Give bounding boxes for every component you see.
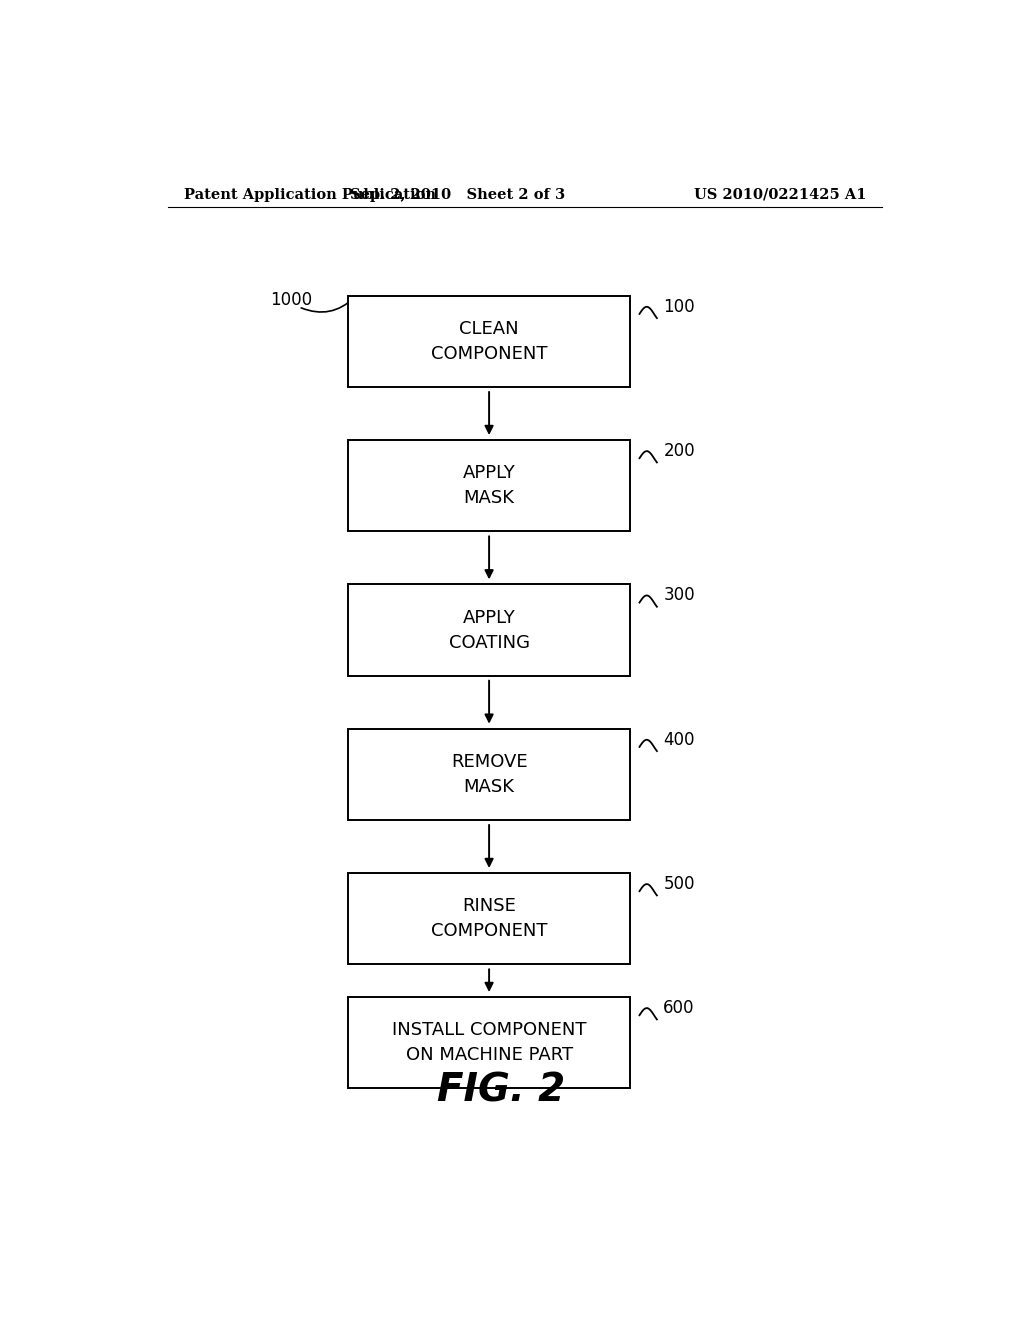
Text: INSTALL COMPONENT
ON MACHINE PART: INSTALL COMPONENT ON MACHINE PART [392,1022,587,1064]
FancyBboxPatch shape [348,440,630,532]
Text: APPLY
COATING: APPLY COATING [449,609,529,652]
Text: Sep. 2, 2010   Sheet 2 of 3: Sep. 2, 2010 Sheet 2 of 3 [350,187,565,202]
Text: US 2010/0221425 A1: US 2010/0221425 A1 [693,187,866,202]
Text: REMOVE
MASK: REMOVE MASK [451,752,527,796]
Text: FIG. 2: FIG. 2 [437,1072,565,1109]
Text: 500: 500 [664,875,694,894]
Text: 100: 100 [664,298,695,315]
Text: 200: 200 [664,442,695,461]
Text: 600: 600 [664,999,694,1018]
FancyBboxPatch shape [348,729,630,820]
FancyBboxPatch shape [348,296,630,387]
FancyBboxPatch shape [348,585,630,676]
Text: RINSE
COMPONENT: RINSE COMPONENT [431,898,548,940]
Text: APPLY
MASK: APPLY MASK [463,465,515,507]
FancyBboxPatch shape [348,997,630,1089]
Text: CLEAN
COMPONENT: CLEAN COMPONENT [431,319,548,363]
Text: 400: 400 [664,731,694,748]
Text: 1000: 1000 [269,290,311,309]
FancyBboxPatch shape [348,873,630,965]
Text: Patent Application Publication: Patent Application Publication [183,187,435,202]
Text: 300: 300 [664,586,695,605]
